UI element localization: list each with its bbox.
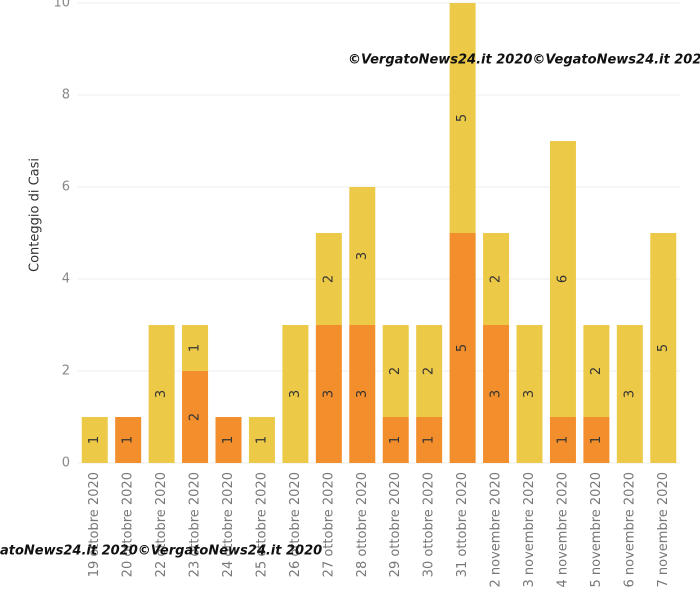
value-label: 1 (121, 436, 136, 444)
bar-segment (416, 325, 443, 417)
value-label: 3 (489, 390, 504, 398)
value-label: 1 (188, 344, 203, 352)
y-tick-label: 10 (53, 0, 70, 11)
bar-segment (148, 325, 175, 463)
value-label: 3 (321, 390, 336, 398)
value-label: 5 (656, 344, 671, 352)
x-tick-label: 23 ottobre 2020 (188, 472, 203, 577)
value-label: 3 (154, 390, 169, 398)
value-label: 2 (188, 413, 203, 421)
value-label: 1 (221, 436, 236, 444)
bar-segment (483, 325, 510, 463)
bar-segment (349, 187, 376, 325)
watermark: atoNews24.it 2020©VergatoNews24.it 2020 (0, 544, 322, 559)
x-tick-label: 19 ottobre 2020 (87, 472, 102, 577)
value-label: 1 (422, 436, 437, 444)
bar-segment (382, 417, 409, 463)
y-tick-label: 2 (62, 364, 70, 379)
x-tick-label: 3 novembre 2020 (522, 472, 537, 587)
bar-segment (282, 325, 309, 463)
value-label: 1 (254, 436, 269, 444)
bar-segment (382, 325, 409, 417)
bar-segment (616, 325, 643, 463)
bar-segment (549, 417, 576, 463)
x-tick-label: 31 ottobre 2020 (455, 472, 470, 577)
x-tick-label: 2 novembre 2020 (489, 472, 504, 587)
x-tick-label: 6 novembre 2020 (622, 472, 637, 587)
bar-segment (182, 325, 209, 371)
x-tick-label: 29 ottobre 2020 (388, 472, 403, 577)
bar-segment (650, 233, 677, 463)
value-label: 1 (87, 436, 102, 444)
value-label: 5 (455, 344, 470, 352)
x-tick-label: 25 ottobre 2020 (254, 472, 269, 577)
value-label: 3 (622, 390, 637, 398)
bar-segment (215, 417, 242, 463)
value-label: 2 (422, 367, 437, 375)
value-label: 1 (555, 436, 570, 444)
value-label: 5 (455, 114, 470, 122)
bar-segment (81, 417, 108, 463)
x-tick-label: 26 ottobre 2020 (288, 472, 303, 577)
bar-segment (315, 233, 342, 325)
y-tick-label: 4 (62, 272, 70, 287)
bar-segment (583, 325, 610, 417)
x-tick-label: 27 ottobre 2020 (321, 472, 336, 577)
x-tick-label: 28 ottobre 2020 (355, 472, 370, 577)
bar-segment (516, 325, 543, 463)
bar-segment (349, 325, 376, 463)
x-tick-label: 5 novembre 2020 (589, 472, 604, 587)
y-tick-label: 0 (62, 456, 70, 471)
x-tick-label: 4 novembre 2020 (555, 472, 570, 587)
bar-segment (248, 417, 275, 463)
value-label: 3 (355, 390, 370, 398)
x-tick-label: 7 novembre 2020 (656, 472, 671, 587)
bar-segment (483, 233, 510, 325)
bar-segment (583, 417, 610, 463)
bar-segment (449, 233, 476, 463)
value-label: 2 (321, 275, 336, 283)
x-tick-label: 30 ottobre 2020 (422, 472, 437, 577)
watermark: ©VergatoNews24.it 2020©VegatoNews24.it 2… (348, 53, 700, 68)
bar-segment (416, 417, 443, 463)
bar-segment (115, 417, 142, 463)
bar-segment (549, 141, 576, 417)
y-tick-label: 6 (62, 180, 70, 195)
value-label: 3 (355, 252, 370, 260)
value-label: 2 (388, 367, 403, 375)
value-label: 6 (555, 275, 570, 283)
value-label: 2 (489, 275, 504, 283)
x-tick-label: 20 ottobre 2020 (121, 472, 136, 577)
y-tick-label: 8 (62, 88, 70, 103)
value-label: 1 (589, 436, 604, 444)
bar-segment (182, 371, 209, 463)
value-label: 3 (522, 390, 537, 398)
value-label: 1 (388, 436, 403, 444)
bar-segment (449, 3, 476, 233)
x-tick-label: 24 ottobre 2020 (221, 472, 236, 577)
value-label: 3 (288, 390, 303, 398)
y-axis-title: Conteggio di Casi (28, 158, 43, 272)
x-tick-label: 22 ottobre 2020 (154, 472, 169, 577)
bar-segment (315, 325, 342, 463)
value-label: 2 (589, 367, 604, 375)
